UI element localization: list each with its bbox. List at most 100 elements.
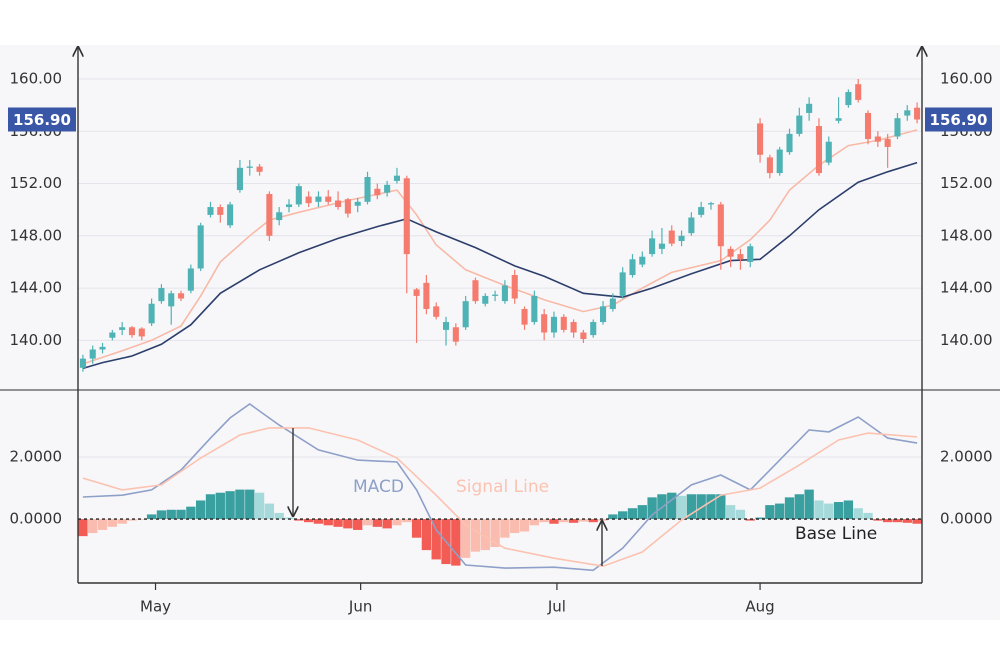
candle-body [187, 268, 194, 291]
candle-body [639, 256, 646, 265]
candle-body [354, 201, 361, 206]
candle-body [688, 217, 695, 234]
candle-body [609, 298, 616, 309]
histogram-bar [882, 519, 893, 523]
candle-body [236, 167, 243, 191]
y-tick-label: 160.00 [10, 69, 63, 87]
histogram-bar [853, 508, 863, 520]
histogram-bar [637, 505, 647, 520]
histogram-bar [588, 519, 598, 523]
candle-body [874, 136, 881, 142]
histogram-bar [431, 519, 441, 560]
histogram-bar [451, 519, 461, 566]
histogram-bar [686, 494, 697, 520]
histogram-bar [549, 519, 559, 524]
histogram-bar [284, 517, 294, 520]
candle-body [845, 92, 852, 106]
histogram-bar [274, 512, 284, 520]
histogram-bar [460, 519, 471, 558]
candle-body [393, 175, 400, 181]
histogram-bar [343, 519, 353, 529]
histogram-bar [205, 494, 216, 520]
histogram-bar [156, 510, 167, 520]
histogram-bar [176, 509, 186, 520]
candle-body [109, 332, 116, 338]
candle-body [904, 110, 911, 116]
candle-body [364, 176, 371, 202]
histogram-bar [706, 494, 716, 520]
candle-body [825, 141, 832, 163]
histogram-bar [215, 492, 225, 520]
candle-body [325, 196, 332, 202]
price-badge [925, 107, 992, 132]
histogram-bar [676, 495, 687, 520]
candle-body [727, 248, 734, 257]
line [82, 161, 918, 370]
candle-body [531, 295, 538, 323]
candle-body [501, 285, 508, 302]
histogram-bar [892, 519, 903, 523]
histogram-bar [912, 519, 922, 524]
y-tick-label: 2.0000 [10, 448, 63, 466]
plot-layer: 140.00 140.00 144.00 144.00 148.00 148.00 152.… [10, 69, 993, 572]
histogram-bar [745, 519, 755, 521]
histogram-bar [735, 509, 746, 520]
y-tick-label: 152.00 [10, 174, 63, 192]
histogram-bar [833, 502, 844, 520]
histogram-bar [470, 519, 481, 552]
candle-body [472, 280, 479, 302]
histogram-bar [490, 519, 500, 548]
histogram-bar [480, 519, 490, 551]
candle-body [835, 118, 842, 121]
y-tick-label: 140.00 [10, 331, 63, 349]
candle-body [786, 133, 793, 153]
line [82, 129, 918, 365]
y-tick-label: 148.00 [940, 226, 993, 244]
histogram-bar [166, 509, 176, 520]
histogram-bar [137, 519, 147, 520]
series-label: MACD [353, 477, 404, 497]
candle-body [442, 322, 450, 330]
histogram-bar [88, 519, 98, 534]
candle-body [374, 188, 381, 196]
candle-body [79, 358, 86, 368]
candle-body [138, 328, 145, 337]
histogram-bar [765, 505, 775, 520]
candle-body [227, 204, 234, 226]
candle-body [128, 327, 136, 336]
y-tick-label: 0.0000 [10, 510, 63, 528]
y-tick-label: 2.0000 [940, 448, 993, 466]
histogram-bar [225, 491, 235, 520]
histogram-bar [313, 519, 324, 524]
histogram-bar [117, 519, 127, 524]
histogram-bar [755, 517, 765, 520]
candle-body [276, 212, 283, 221]
candle-body [413, 289, 420, 296]
histogram-bar [539, 519, 549, 523]
x-tick-label: May [140, 598, 171, 616]
candle-body [776, 149, 783, 174]
histogram-bar [667, 492, 677, 520]
histogram-bar [627, 508, 638, 520]
histogram-bar [382, 519, 392, 529]
baseline-label: Base Line [795, 524, 877, 544]
candle-body [894, 118, 901, 137]
candle-body [511, 275, 518, 299]
candle-body [914, 107, 921, 120]
candle-body [649, 238, 656, 255]
histogram-bar [716, 494, 726, 520]
histogram-bar [78, 519, 88, 537]
histogram-bar [411, 519, 422, 538]
histogram-bar [559, 519, 569, 523]
y-tick-label: 152.00 [940, 174, 993, 192]
histogram-bar [107, 519, 118, 527]
candle-body [266, 193, 273, 236]
x-tick-label: Jul [547, 598, 566, 616]
candle-body [541, 314, 548, 333]
candle-body [99, 346, 106, 350]
histogram-bar [333, 519, 343, 527]
candle-body [815, 126, 822, 174]
histogram-bar [843, 500, 854, 520]
candle-body [796, 115, 803, 134]
